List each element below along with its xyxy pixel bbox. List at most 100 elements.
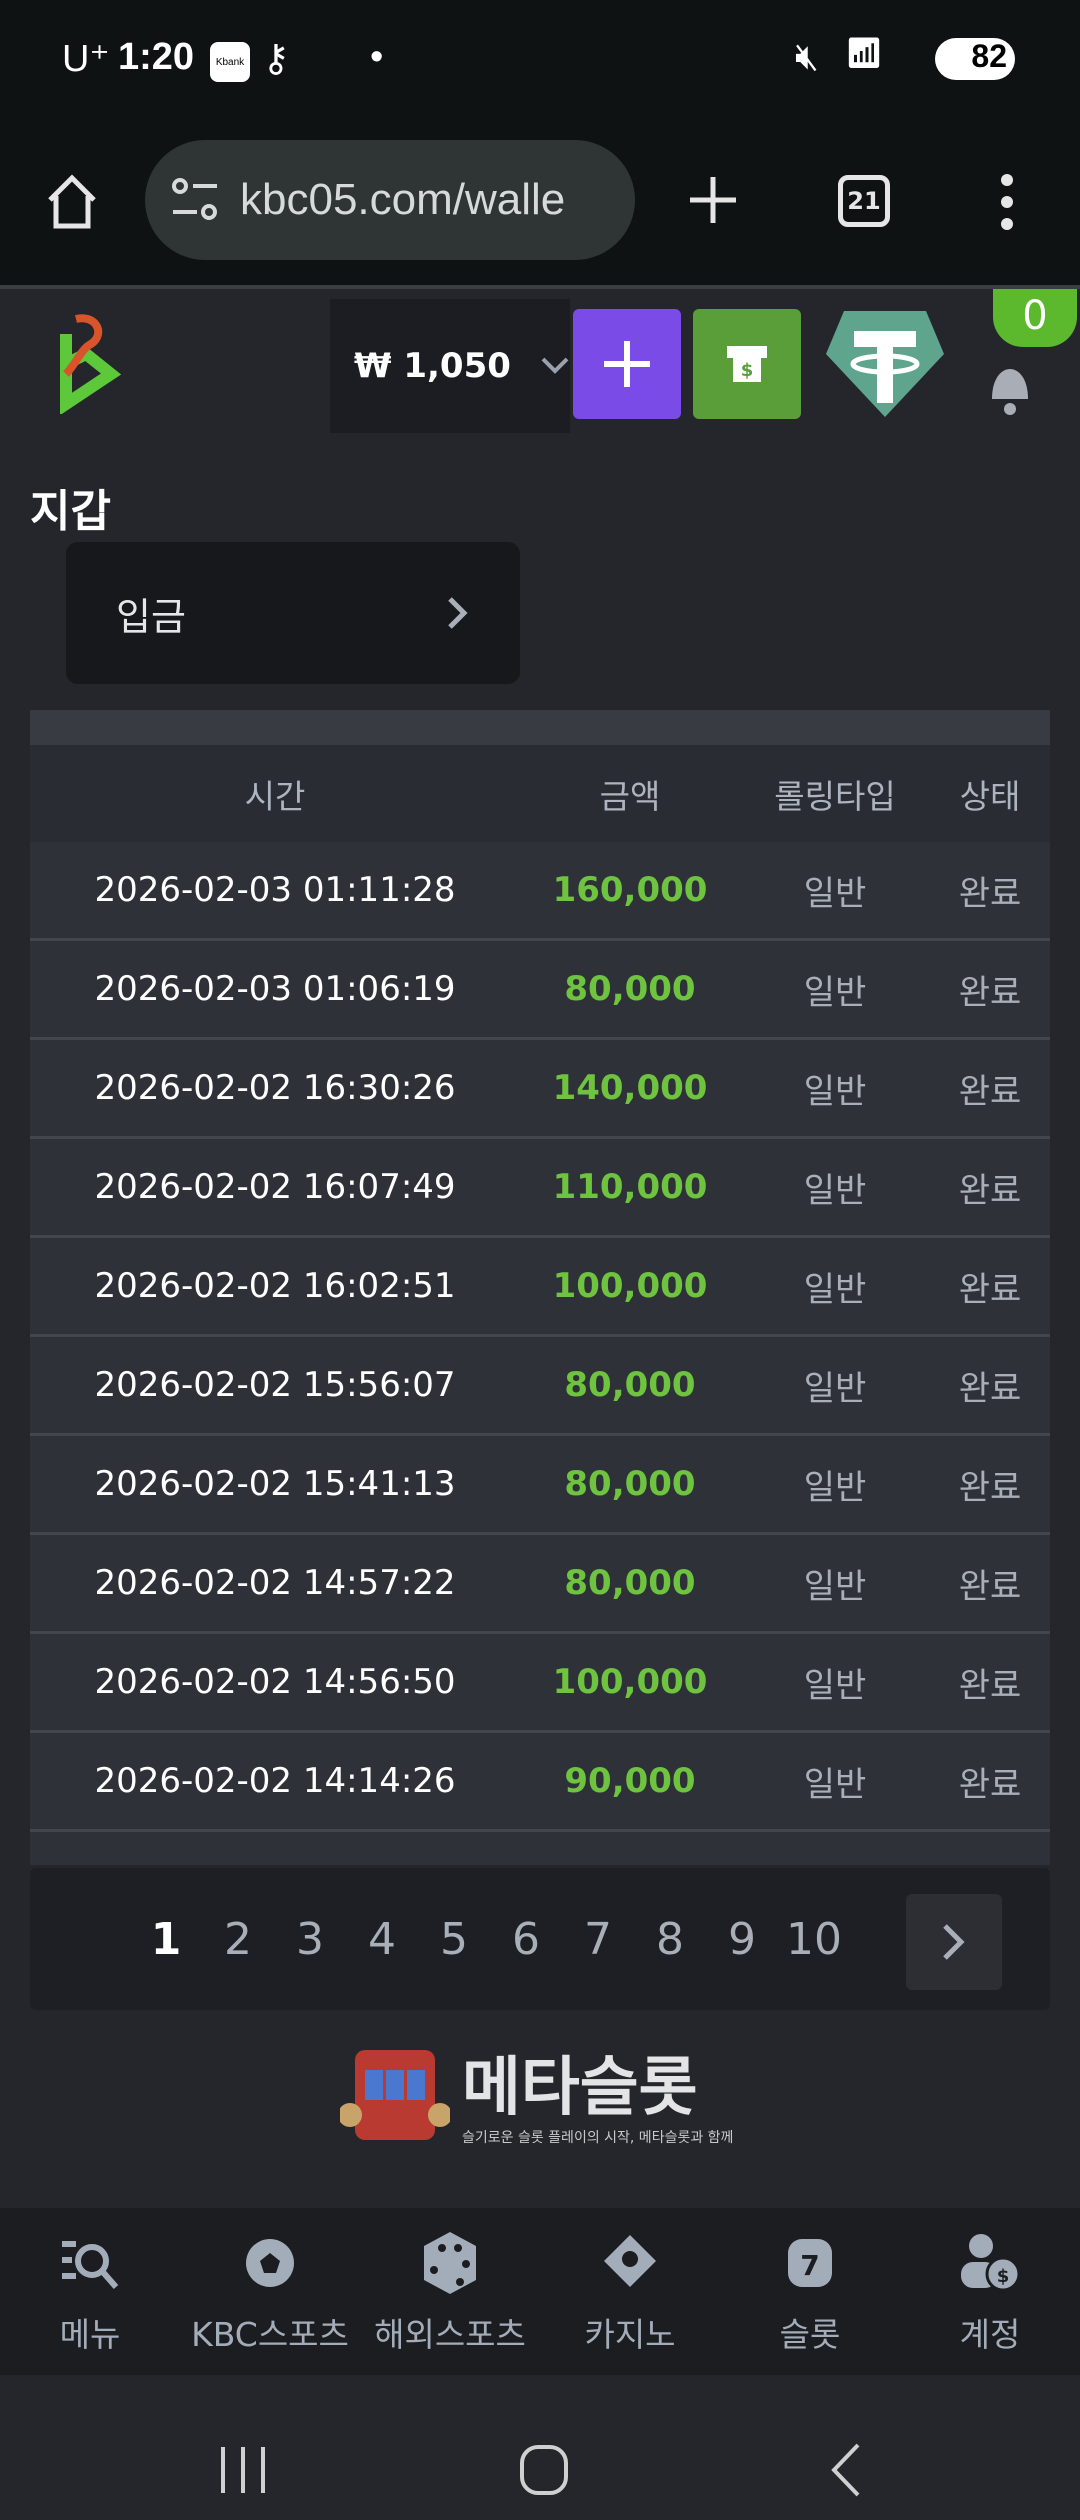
cell-status: 완료 xyxy=(958,1071,1022,1112)
svg-text:$: $ xyxy=(997,2266,1010,2287)
nav-item-1[interactable]: 메뉴 xyxy=(0,2208,180,2375)
clock: 1:20 xyxy=(118,36,195,78)
deposit-label: 입금 xyxy=(116,594,186,639)
tab-switcher-button[interactable]: 21 xyxy=(838,175,890,227)
watermark-title: 메타슬롯 xyxy=(462,2050,698,2125)
page-10-button[interactable]: 10 xyxy=(786,1913,842,1965)
cell-rolling-type: 일반 xyxy=(803,1665,867,1706)
header-status: 상태 xyxy=(959,776,1021,816)
table-row: 2026-02-02 14:14:26 90,000 일반 완료 xyxy=(30,1733,1050,1832)
user-coin-icon: $ xyxy=(959,2230,1021,2296)
cell-time: 2026-02-02 14:14:26 xyxy=(94,1761,456,1801)
cell-status: 완료 xyxy=(958,873,1022,914)
cell-status: 완료 xyxy=(958,1566,1022,1607)
cell-rolling-type: 일반 xyxy=(803,972,867,1013)
bell-icon[interactable] xyxy=(982,339,1038,419)
cell-amount: 80,000 xyxy=(564,1563,696,1603)
page-9-button[interactable]: 9 xyxy=(728,1913,756,1965)
key-icon: ⚷ xyxy=(262,38,290,80)
system-nav-bar xyxy=(0,2375,1080,2520)
table-top-strip xyxy=(30,710,1050,745)
bottom-nav: 메뉴 KBC스포츠 해외스포츠 카지노 7 슬롯 $ 계정 xyxy=(0,2208,1080,2375)
cell-amount: 110,000 xyxy=(552,1167,708,1207)
balance-amount: ₩ 1,050 xyxy=(354,346,511,386)
cell-rolling-type: 일반 xyxy=(803,1764,867,1805)
cell-rolling-type: 일반 xyxy=(803,1071,867,1112)
cell-amount: 80,000 xyxy=(564,969,696,1009)
nav-item-4[interactable]: 카지노 xyxy=(540,2208,720,2375)
table-row: 2026-02-02 16:07:49 110,000 일반 완료 xyxy=(30,1139,1050,1238)
nav-item-3[interactable]: 해외스포츠 xyxy=(360,2208,540,2375)
header-amount: 금액 xyxy=(599,776,661,816)
plus-icon xyxy=(604,341,650,387)
chevron-right-icon xyxy=(448,597,468,629)
next-page-button[interactable] xyxy=(906,1894,1002,1990)
more-options-icon[interactable] xyxy=(995,172,1019,232)
cell-status: 완료 xyxy=(958,1764,1022,1805)
url-bar[interactable]: kbc05.com/walle xyxy=(145,140,635,260)
table-row: 2026-02-02 14:57:22 80,000 일반 완료 xyxy=(30,1535,1050,1634)
home-nav-icon[interactable] xyxy=(518,2443,570,2497)
table-row: 2026-02-03 01:11:28 160,000 일반 완료 xyxy=(30,842,1050,941)
page-2-button[interactable]: 2 xyxy=(224,1913,252,1965)
cell-status: 완료 xyxy=(958,1368,1022,1409)
cell-time: 2026-02-02 14:56:50 xyxy=(94,1662,456,1702)
nav-label: 카지노 xyxy=(584,2315,676,2354)
nav-label: 해외스포츠 xyxy=(374,2315,526,2354)
deposit-tab-button[interactable]: 입금 xyxy=(66,542,520,684)
home-icon[interactable] xyxy=(42,172,102,232)
new-tab-icon[interactable] xyxy=(688,175,738,225)
cell-amount: 80,000 xyxy=(564,1365,696,1405)
atm-cash-icon: $ xyxy=(727,346,767,382)
nav-label: 슬롯 xyxy=(779,2315,841,2354)
cell-time: 2026-02-03 01:11:28 xyxy=(94,870,456,910)
status-bar: U⁺ 1:20 Kbank ⚷ • 🔇︎ 📶︎ 82 xyxy=(0,0,1080,120)
pagination: 1 2 3 4 5 6 7 8 9 10 xyxy=(30,1868,1050,2010)
cell-time: 2026-02-02 14:57:22 xyxy=(94,1563,456,1603)
balance-selector[interactable]: ₩ 1,050 xyxy=(330,299,570,433)
page-6-button[interactable]: 6 xyxy=(512,1913,540,1965)
recent-apps-icon[interactable] xyxy=(218,2445,268,2495)
cell-status: 완료 xyxy=(958,1467,1022,1508)
dot-icon: • xyxy=(370,36,384,78)
page-1-button[interactable]: 1 xyxy=(150,1913,182,1965)
table-bottom-spacer xyxy=(30,1832,1050,1865)
deposit-history-table: 시간 금액 롤링타입 상태 2026-02-03 01:11:28 160,000… xyxy=(30,710,1050,1865)
nav-item-6[interactable]: $ 계정 xyxy=(900,2208,1080,2375)
page-4-button[interactable]: 4 xyxy=(368,1913,396,1965)
kbank-icon: Kbank xyxy=(210,42,250,82)
cell-rolling-type: 일반 xyxy=(803,1566,867,1607)
cell-status: 완료 xyxy=(958,1269,1022,1310)
notification-badge: 0 xyxy=(993,289,1077,347)
battery-indicator: 82 xyxy=(935,38,1015,80)
cell-rolling-type: 일반 xyxy=(803,1170,867,1211)
soccer-ball-icon xyxy=(242,2230,298,2296)
table-row: 2026-02-02 15:56:07 80,000 일반 완료 xyxy=(30,1337,1050,1436)
page-5-button[interactable]: 5 xyxy=(440,1913,468,1965)
url-text: kbc05.com/walle xyxy=(240,175,566,224)
watermark-slot-machine-logo xyxy=(340,2050,450,2140)
cell-status: 완료 xyxy=(958,972,1022,1013)
site-settings-icon[interactable] xyxy=(171,178,219,222)
cashier-button[interactable]: $ xyxy=(693,309,801,419)
site-logo[interactable] xyxy=(36,314,126,414)
nav-item-2[interactable]: KBC스포츠 xyxy=(180,2208,360,2375)
cell-rolling-type: 일반 xyxy=(803,1368,867,1409)
carrier: U⁺ xyxy=(62,38,110,80)
cell-rolling-type: 일반 xyxy=(803,873,867,914)
nav-label: KBC스포츠 xyxy=(191,2315,349,2354)
page-8-button[interactable]: 8 xyxy=(656,1913,684,1965)
cards-icon xyxy=(600,2230,660,2296)
table-row: 2026-02-03 01:06:19 80,000 일반 완료 xyxy=(30,941,1050,1040)
tether-icon[interactable] xyxy=(824,309,946,419)
page-3-button[interactable]: 3 xyxy=(296,1913,324,1965)
cell-status: 완료 xyxy=(958,1665,1022,1706)
cell-rolling-type: 일반 xyxy=(803,1269,867,1310)
add-funds-button[interactable] xyxy=(573,309,681,419)
nav-item-5[interactable]: 7 슬롯 xyxy=(720,2208,900,2375)
mute-icon: 🔇︎ xyxy=(795,36,819,78)
page-7-button[interactable]: 7 xyxy=(584,1913,612,1965)
svg-text:$: $ xyxy=(741,360,754,381)
site-header: ₩ 1,050 $ 0 xyxy=(0,285,1080,433)
back-icon[interactable] xyxy=(828,2443,864,2497)
